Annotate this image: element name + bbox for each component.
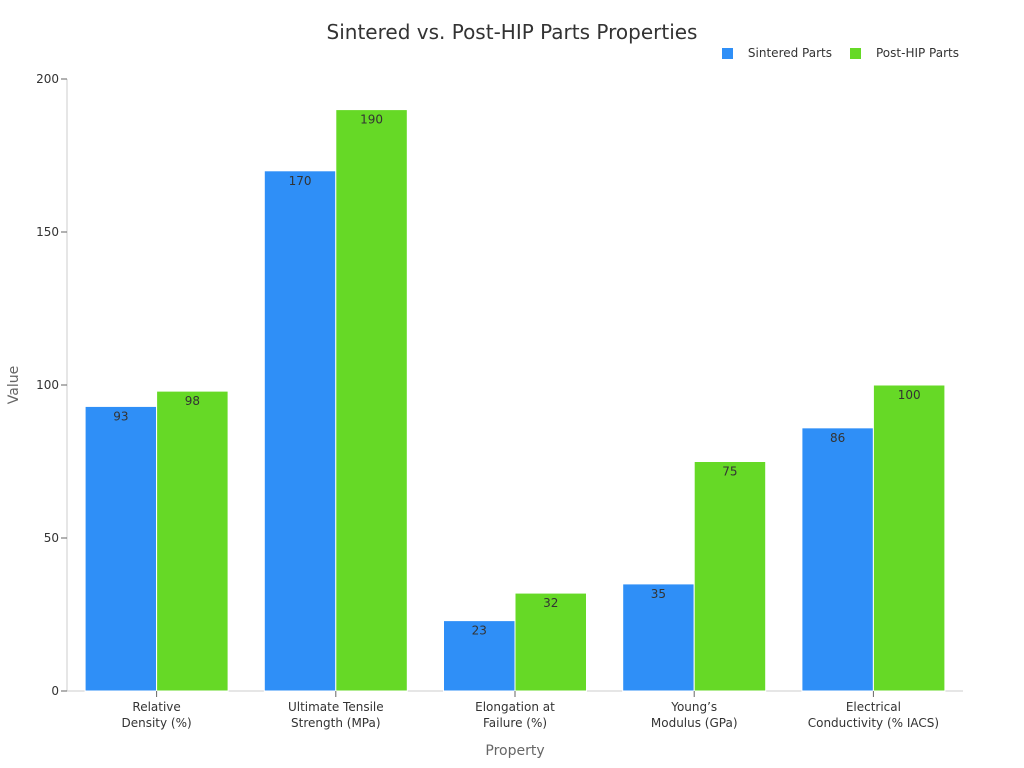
x-tick-label: Modulus (GPa) [651, 716, 738, 730]
x-axis-title: Property [485, 743, 544, 759]
bar-value-label: 190 [360, 113, 383, 127]
bar-value-label: 98 [185, 394, 200, 408]
bar-value-label: 35 [651, 587, 666, 601]
x-tick-label: Conductivity (% IACS) [808, 716, 939, 730]
bar-sintered [622, 583, 695, 692]
legend-label-sintered: Sintered Parts [747, 46, 832, 60]
bar-value-label: 86 [830, 431, 845, 445]
y-tick-label: 200 [36, 72, 59, 86]
bar-value-label: 23 [472, 624, 487, 638]
bar-sintered [801, 427, 874, 692]
legend-item-sintered[interactable]: Sintered Parts [721, 46, 832, 60]
x-tick-label: Electrical [846, 700, 901, 714]
bar-post-hip [872, 384, 946, 692]
legend-swatch-sintered [721, 47, 733, 59]
y-axis-title: Value [6, 366, 22, 404]
x-tick-label: Elongation at [475, 700, 555, 714]
bar-value-label: 93 [113, 409, 128, 423]
y-tick-label: 150 [36, 225, 59, 239]
bar-sintered [263, 170, 337, 692]
bar-value-label: 32 [543, 596, 558, 610]
bar-post-hip [514, 592, 587, 692]
bar-post-hip [693, 461, 767, 692]
bar-sintered [443, 620, 516, 692]
x-tick-label: Young’s [670, 700, 717, 714]
bar-value-label: 100 [898, 388, 921, 402]
legend-label-post-hip: Post-HIP Parts [876, 46, 959, 60]
y-tick-label: 0 [51, 684, 59, 698]
bar-value-label: 170 [289, 174, 312, 188]
legend-item-post-hip[interactable]: Post-HIP Parts [850, 46, 959, 60]
x-tick-label: Density (%) [121, 716, 191, 730]
bar-post-hip [335, 109, 408, 692]
legend-swatch-post-hip [850, 47, 861, 59]
y-tick-label: 100 [36, 378, 59, 392]
x-tick-label: Relative [132, 700, 180, 714]
bar-post-hip [156, 390, 229, 692]
legend: Sintered Parts Post-HIP Parts [704, 46, 959, 60]
bar-sintered [84, 405, 158, 692]
chart-title: Sintered vs. Post-HIP Parts Properties [326, 20, 698, 44]
bar-value-label: 75 [722, 465, 737, 479]
x-tick-label: Ultimate Tensile [288, 700, 384, 714]
x-tick-label: Strength (MPa) [291, 716, 381, 730]
x-tick-label: Failure (%) [483, 716, 547, 730]
y-tick-label: 50 [44, 531, 59, 545]
